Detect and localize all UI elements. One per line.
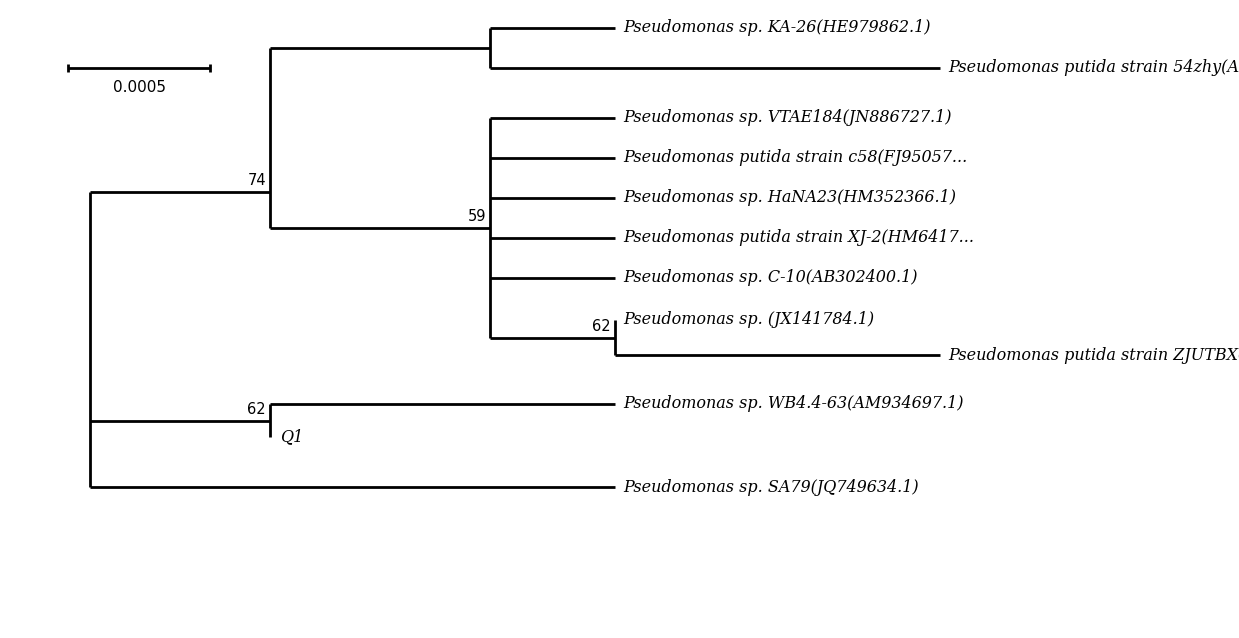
Text: Pseudomonas sp. (JX141784.1): Pseudomonas sp. (JX141784.1) (623, 311, 875, 329)
Text: 62: 62 (248, 402, 266, 417)
Text: Pseudomonas sp. HaNA23(HM352366.1): Pseudomonas sp. HaNA23(HM352366.1) (623, 189, 957, 207)
Text: 74: 74 (248, 173, 266, 188)
Text: Pseudomonas sp. KA-26(HE979862.1): Pseudomonas sp. KA-26(HE979862.1) (623, 20, 930, 36)
Text: Pseudomonas putida strain XJ-2(HM6417...: Pseudomonas putida strain XJ-2(HM6417... (623, 230, 974, 246)
Text: Pseudomonas sp. WB4.4-63(AM934697.1): Pseudomonas sp. WB4.4-63(AM934697.1) (623, 396, 964, 413)
Text: 0.0005: 0.0005 (113, 80, 166, 95)
Text: 62: 62 (592, 319, 611, 334)
Text: Pseudomonas sp. SA79(JQ749634.1): Pseudomonas sp. SA79(JQ749634.1) (623, 478, 918, 496)
Text: Pseudomonas sp. C-10(AB302400.1): Pseudomonas sp. C-10(AB302400.1) (623, 269, 918, 286)
Text: Pseudomonas putida strain ZJUTBX04(JF...: Pseudomonas putida strain ZJUTBX04(JF... (948, 346, 1239, 364)
Text: Pseudomonas putida strain 54zhy(AM410...: Pseudomonas putida strain 54zhy(AM410... (948, 59, 1239, 77)
Text: Pseudomonas sp. VTAE184(JN886727.1): Pseudomonas sp. VTAE184(JN886727.1) (623, 110, 952, 126)
Text: Q1: Q1 (280, 429, 304, 445)
Text: 59: 59 (467, 209, 486, 224)
Text: Pseudomonas putida strain c58(FJ95057...: Pseudomonas putida strain c58(FJ95057... (623, 149, 968, 167)
